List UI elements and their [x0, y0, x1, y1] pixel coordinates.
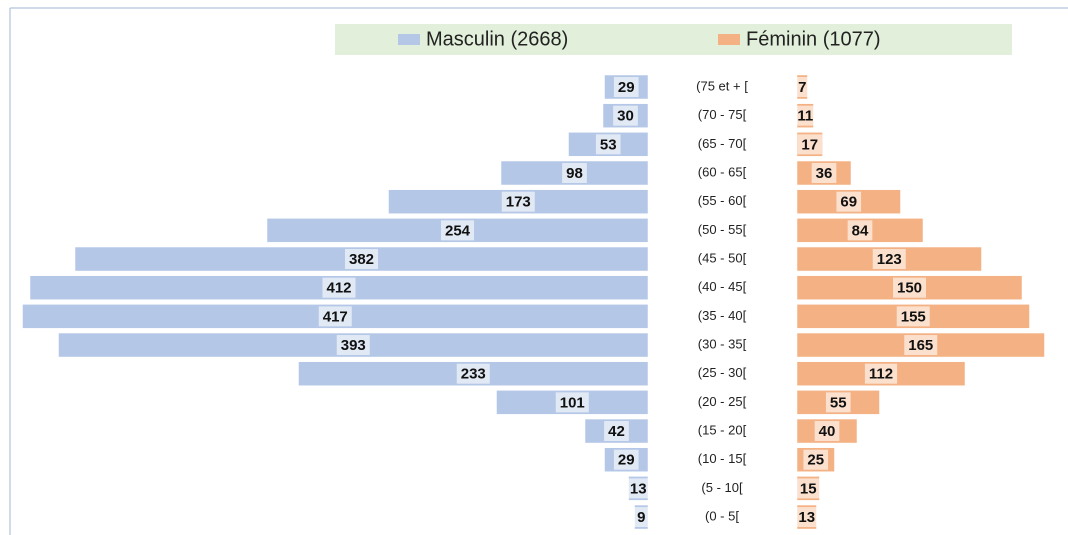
value-label: 112	[869, 366, 893, 383]
value-label-bg	[344, 249, 379, 270]
value-label: 165	[908, 337, 933, 354]
value-label-bg	[896, 306, 930, 327]
value-label: 98	[566, 165, 583, 182]
category-label: (55 - 60[	[698, 193, 747, 208]
value-label: 29	[618, 79, 635, 96]
value-label-bg	[803, 449, 829, 470]
legend-swatch	[398, 34, 420, 45]
value-label-bg	[794, 77, 811, 97]
value-label: 150	[897, 280, 922, 297]
category-label: (70 - 75[	[698, 107, 747, 122]
value-label-bg	[633, 507, 650, 528]
value-label: 173	[506, 194, 531, 211]
legend-label: Féminin (1077)	[746, 28, 881, 50]
value-label-bg	[604, 421, 629, 442]
value-label: 25	[807, 452, 824, 469]
value-label: 412	[326, 280, 351, 297]
value-label-bg	[595, 134, 621, 155]
value-label: 15	[800, 480, 817, 497]
value-label: 417	[323, 308, 348, 325]
category-label: (40 - 45[	[698, 279, 747, 294]
value-label: 40	[819, 423, 836, 440]
value-label: 17	[801, 136, 818, 153]
value-label-bg	[456, 363, 490, 384]
value-label-bg	[793, 105, 818, 126]
value-label-bg	[904, 335, 938, 356]
value-label: 123	[877, 251, 902, 268]
value-label-bg	[864, 363, 898, 384]
category-label: (45 - 50[	[698, 250, 747, 265]
value-label: 13	[798, 509, 815, 526]
value-label: 55	[830, 394, 847, 411]
value-label-bg	[562, 163, 587, 184]
value-label-bg	[613, 105, 638, 126]
value-label-bg	[440, 220, 475, 241]
value-label: 101	[560, 394, 585, 411]
value-label: 42	[608, 423, 625, 440]
value-label-bg	[872, 249, 906, 270]
value-label: 393	[341, 337, 366, 354]
value-label: 13	[630, 480, 647, 497]
value-label: 29	[618, 452, 635, 469]
value-label-bg	[825, 392, 851, 413]
value-label: 254	[445, 222, 471, 239]
value-label: 233	[461, 366, 486, 383]
category-label: (50 - 55[	[698, 222, 747, 237]
value-label-bg	[613, 449, 639, 470]
value-label-bg	[892, 277, 927, 298]
value-label: 69	[840, 194, 857, 211]
category-label: (35 - 40[	[698, 308, 747, 323]
value-label: 9	[637, 509, 645, 526]
value-label-bg	[794, 507, 820, 528]
value-label-bg	[795, 478, 821, 499]
value-label: 53	[600, 136, 617, 153]
value-label: 7	[798, 79, 806, 96]
value-label-bg	[797, 134, 823, 155]
value-label-bg	[836, 191, 862, 212]
value-label-bg	[847, 220, 873, 241]
value-label: 11	[797, 108, 813, 125]
category-label: (0 - 5[	[705, 508, 739, 523]
value-label-bg	[336, 335, 370, 356]
value-label: 155	[901, 308, 926, 325]
value-label: 36	[816, 165, 833, 182]
value-label-bg	[811, 163, 837, 184]
category-label: (25 - 30[	[698, 365, 747, 380]
value-label-bg	[322, 277, 356, 298]
value-label-bg	[613, 77, 639, 97]
value-label: 382	[349, 251, 374, 268]
value-label-bg	[555, 392, 589, 413]
value-label-bg	[501, 191, 535, 212]
category-label: (20 - 25[	[698, 394, 747, 409]
category-label: (75 et + [	[696, 78, 748, 93]
category-label: (30 - 35[	[698, 336, 747, 351]
category-label: (5 - 10[	[701, 480, 743, 495]
category-label: (60 - 65[	[698, 164, 747, 179]
value-label-bg	[814, 421, 840, 442]
value-label: 84	[852, 222, 869, 239]
value-label: 30	[617, 108, 634, 125]
category-label: (15 - 20[	[698, 422, 747, 437]
category-label: (65 - 70[	[698, 136, 747, 151]
legend-swatch	[718, 34, 740, 45]
value-label-bg	[625, 478, 651, 499]
value-label-bg	[318, 306, 352, 327]
legend-box	[335, 24, 1012, 55]
category-label: (10 - 15[	[698, 451, 747, 466]
legend-label: Masculin (2668)	[426, 28, 568, 50]
